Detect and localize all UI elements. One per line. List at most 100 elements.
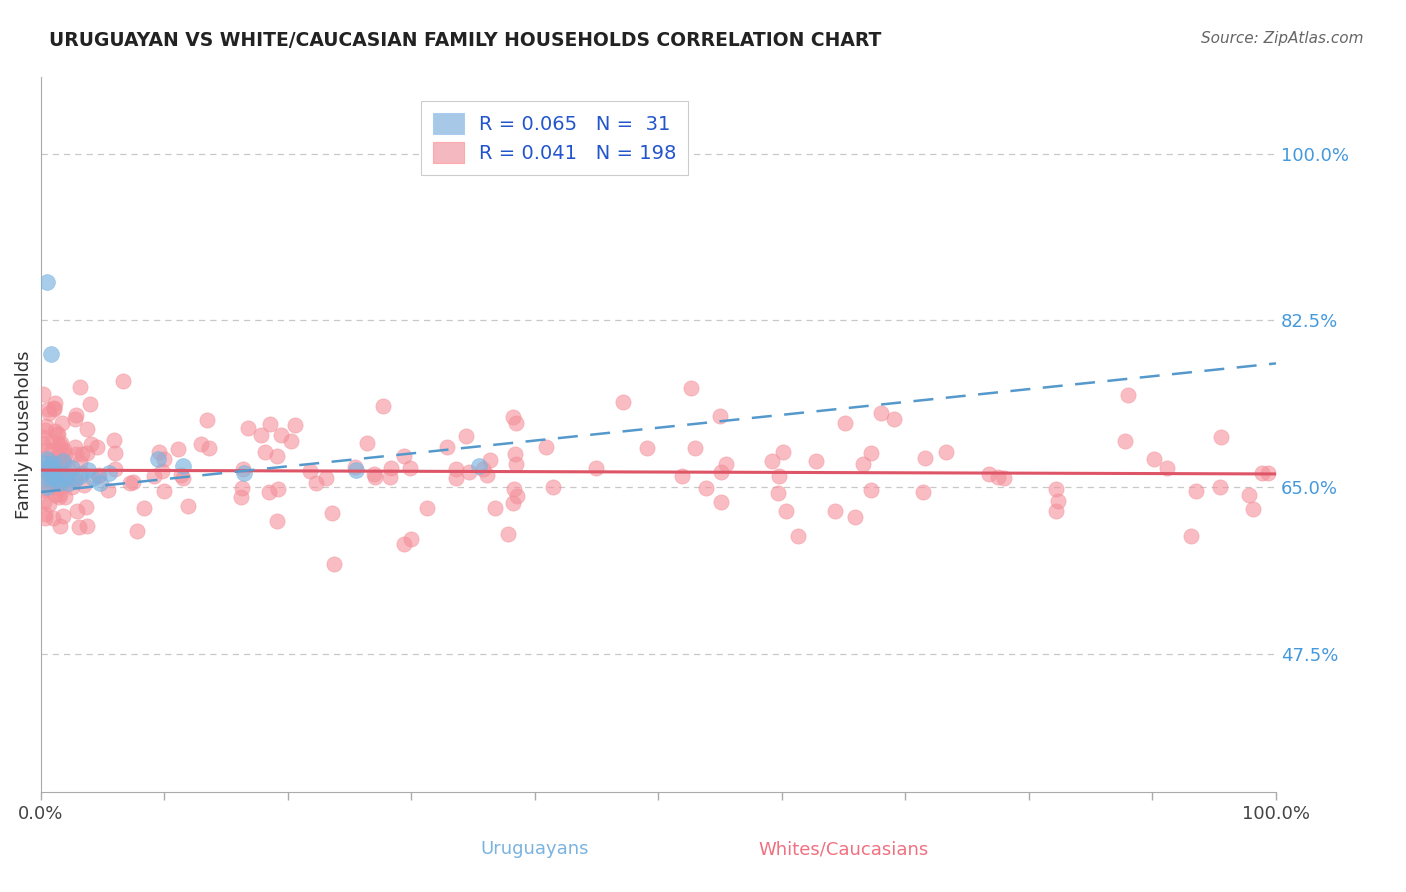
Point: [37, 466, 59, 480]
Point: [267, 482, 290, 496]
Point: [505, 417, 527, 431]
Text: Uruguayans: Uruguayans: [479, 840, 589, 858]
Point: [67, 520, 90, 534]
Point: [34, 461, 56, 475]
Point: [58, 471, 80, 485]
Point: [859, 483, 882, 497]
Point: [60, 461, 83, 475]
Point: [52, 456, 75, 470]
Point: [34, 457, 56, 471]
Point: [506, 489, 529, 503]
Point: [1142, 452, 1164, 467]
Point: [679, 381, 702, 395]
Point: [72, 466, 94, 480]
Point: [612, 394, 634, 409]
Text: Whites/Caucasians: Whites/Caucasians: [758, 840, 929, 858]
Point: [1116, 387, 1139, 401]
Point: [266, 450, 288, 464]
Point: [103, 434, 125, 448]
Point: [89, 475, 111, 490]
Point: [34, 423, 56, 437]
Point: [69, 380, 91, 394]
Point: [1046, 493, 1069, 508]
Point: [259, 417, 281, 431]
Point: [39, 459, 62, 474]
Point: [44, 469, 66, 483]
Point: [38, 406, 60, 420]
Point: [46, 476, 69, 491]
Point: [41, 458, 63, 473]
Point: [167, 442, 190, 456]
Point: [883, 412, 905, 426]
Point: [48, 466, 70, 480]
Point: [172, 471, 194, 485]
Point: [49, 475, 72, 490]
Point: [1257, 466, 1279, 480]
Point: [32, 466, 55, 480]
Point: [280, 434, 302, 448]
Point: [32, 430, 55, 444]
Point: [683, 441, 706, 455]
Point: [45, 473, 67, 487]
Legend: R = 0.065   N =  31, R = 0.041   N = 198: R = 0.065 N = 31, R = 0.041 N = 198: [420, 102, 689, 175]
Point: [1180, 529, 1202, 543]
Point: [56, 475, 79, 490]
Point: [48, 438, 70, 452]
Point: [72, 447, 94, 461]
Point: [51, 416, 73, 430]
Point: [97, 483, 120, 497]
Point: [146, 451, 169, 466]
Point: [42, 401, 65, 415]
Point: [1156, 461, 1178, 475]
Point: [65, 473, 87, 487]
Y-axis label: Family Households: Family Households: [15, 351, 32, 519]
Point: [502, 410, 524, 425]
Point: [399, 532, 422, 546]
Point: [38, 471, 60, 485]
Point: [1045, 504, 1067, 518]
Point: [51, 466, 73, 480]
Point: [315, 471, 337, 485]
Point: [250, 428, 273, 442]
Point: [39, 469, 62, 483]
Point: [35, 443, 58, 458]
Point: [266, 514, 288, 528]
Point: [475, 467, 498, 482]
Point: [49, 519, 72, 533]
Point: [42, 402, 65, 417]
Point: [69, 455, 91, 469]
Point: [58, 477, 80, 491]
Point: [766, 485, 789, 500]
Point: [479, 453, 502, 467]
Point: [72, 478, 94, 492]
Point: [1184, 484, 1206, 499]
Point: [48, 461, 70, 475]
Point: [69, 468, 91, 483]
Point: [62, 472, 84, 486]
Point: [1045, 482, 1067, 496]
Point: [76, 445, 98, 459]
Point: [236, 420, 259, 434]
Point: [987, 470, 1010, 484]
Point: [436, 441, 458, 455]
Point: [153, 451, 176, 466]
Point: [231, 490, 253, 504]
Point: [709, 495, 731, 509]
Point: [305, 475, 328, 490]
Point: [87, 468, 110, 483]
Point: [39, 474, 62, 488]
Text: URUGUAYAN VS WHITE/CAUCASIAN FAMILY HOUSEHOLDS CORRELATION CHART: URUGUAYAN VS WHITE/CAUCASIAN FAMILY HOUS…: [49, 31, 882, 50]
Point: [35, 480, 58, 494]
Point: [125, 524, 148, 539]
Text: Source: ZipAtlas.com: Source: ZipAtlas.com: [1201, 31, 1364, 46]
Point: [671, 468, 693, 483]
Point: [65, 447, 87, 461]
Point: [150, 464, 173, 478]
Point: [231, 481, 253, 495]
Point: [66, 504, 89, 518]
Point: [52, 471, 75, 485]
Point: [804, 454, 827, 468]
Point: [41, 453, 63, 467]
Point: [152, 484, 174, 499]
Point: [860, 446, 883, 460]
